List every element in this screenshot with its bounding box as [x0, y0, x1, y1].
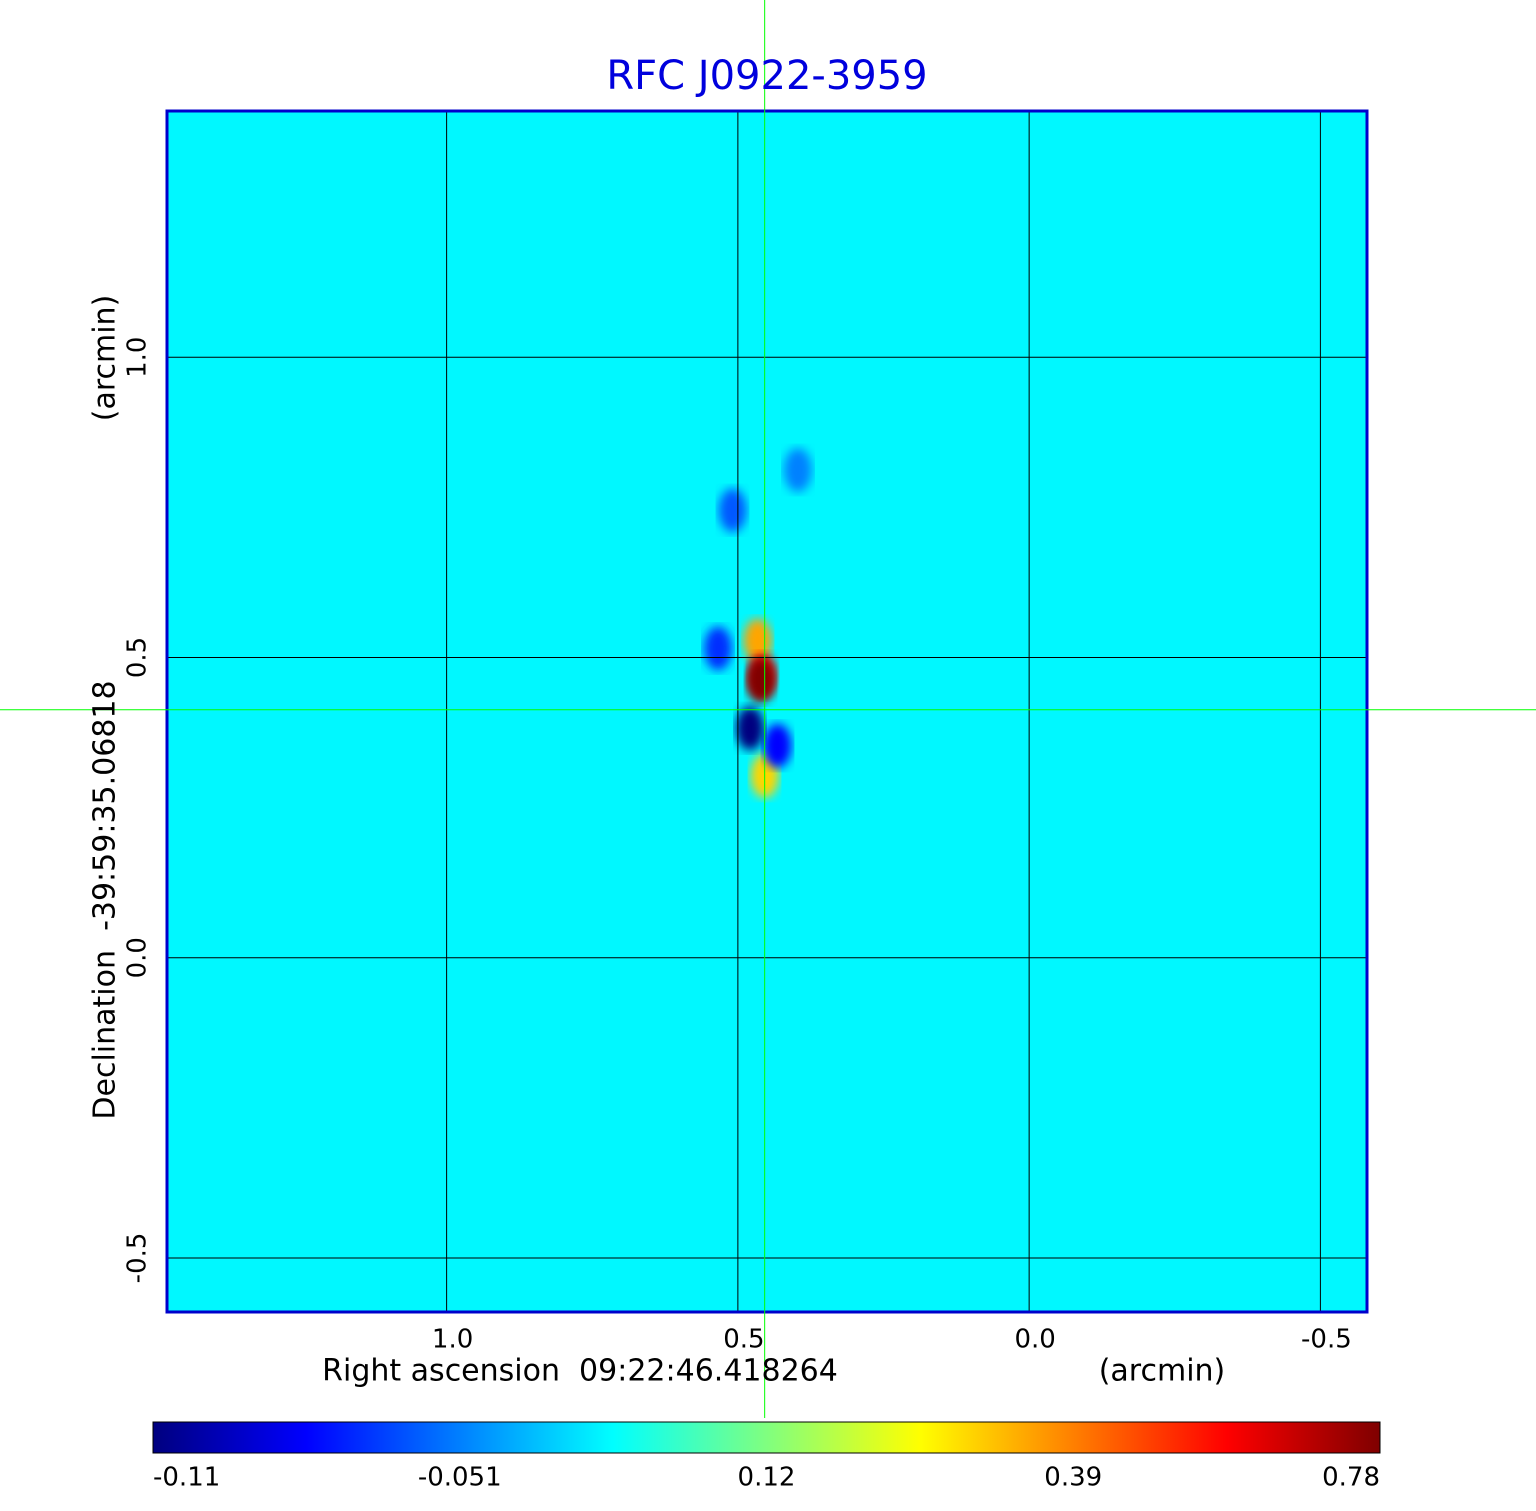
x-axis-unit: (arcmin) — [1099, 1354, 1226, 1389]
background — [167, 111, 1367, 1312]
y-tick-label: -0.5 — [123, 1233, 153, 1284]
y-tick-label: 0.0 — [123, 937, 153, 978]
y-tick-label: 1.0 — [123, 337, 153, 378]
colorbar-tick-label: -0.11 — [153, 1463, 220, 1493]
x-tick-label: 1.0 — [432, 1325, 473, 1355]
source — [783, 448, 812, 493]
source — [704, 626, 733, 671]
colorbar — [152, 1421, 1381, 1454]
plot-frame — [165, 109, 1369, 1314]
x-tick-label: -0.5 — [1301, 1325, 1352, 1355]
x-axis-label: Right ascension 09:22:46.418264 — [322, 1354, 838, 1389]
colorbar-tick-label: -0.051 — [418, 1463, 502, 1493]
colorbar-tick-label: 0.39 — [1044, 1463, 1102, 1493]
source — [746, 658, 775, 703]
x-tick-label: 0.5 — [723, 1325, 764, 1355]
y-tick-label: 0.5 — [123, 637, 153, 678]
y-axis-label: Declination -39:59:35.06818 — [88, 680, 123, 1119]
chart-title: RFC J0922-3959 — [606, 53, 927, 99]
source — [736, 706, 765, 751]
x-tick-label: 0.0 — [1014, 1325, 1055, 1355]
colorbar-tick-label: 0.12 — [738, 1463, 796, 1493]
colorbar-tick-label: 0.78 — [1322, 1463, 1380, 1493]
source — [718, 488, 747, 533]
y-axis-unit: (arcmin) — [88, 295, 123, 422]
plot-area — [167, 111, 1367, 1312]
source — [763, 723, 792, 768]
